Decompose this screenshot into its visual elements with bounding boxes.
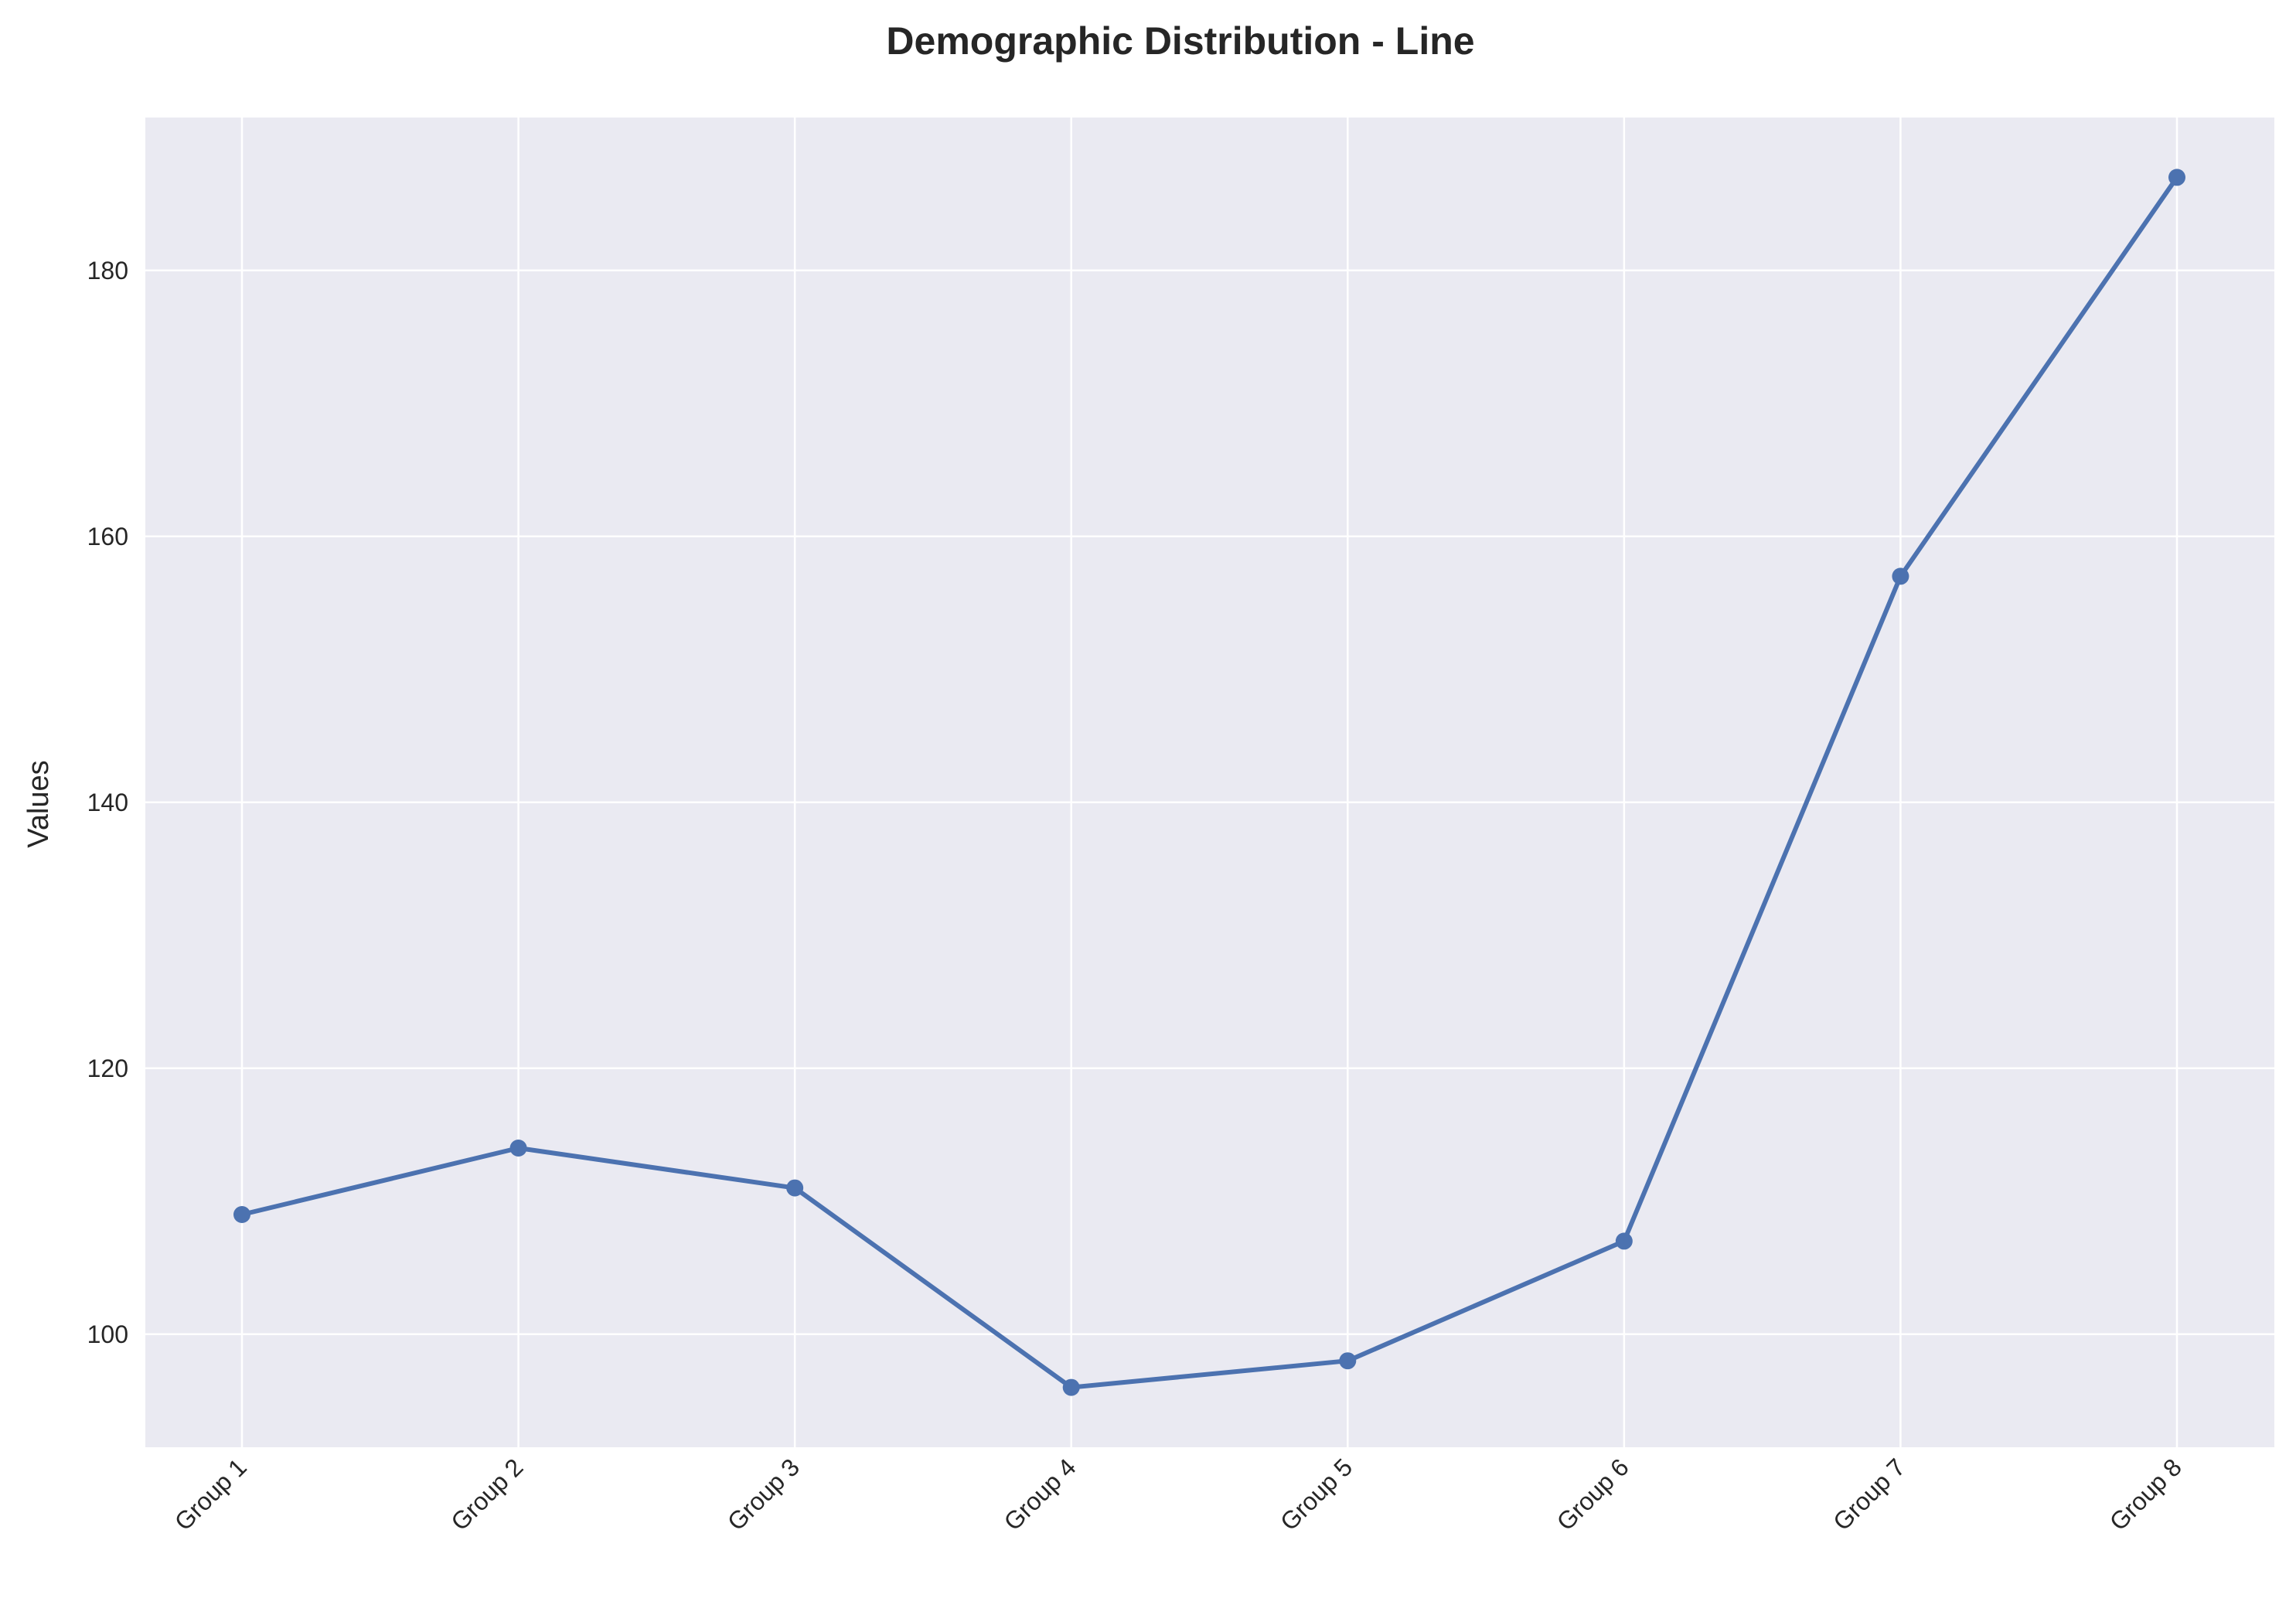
data-point — [509, 1140, 527, 1157]
x-tick-label: Group 5 — [1275, 1453, 1358, 1535]
y-tick-label: 180 — [87, 257, 128, 285]
data-point — [233, 1206, 250, 1223]
y-tick-label: 160 — [87, 523, 128, 550]
y-tick-label: 140 — [87, 789, 128, 816]
chart-title: Demographic Distribution - Line — [886, 19, 1474, 63]
x-tick-label: Group 8 — [2104, 1453, 2187, 1535]
series-line — [240, 175, 2179, 1390]
x-tick-label: Group 2 — [445, 1453, 528, 1535]
x-axis-ticks: Group 1 Group 2 Group 3 Group 4 Group 5 Group… — [169, 1453, 2187, 1535]
x-tick-label: Group 1 — [169, 1453, 252, 1535]
data-point — [2168, 169, 2185, 186]
data-point — [1615, 1232, 1633, 1250]
x-tick-label: Group 3 — [722, 1453, 805, 1535]
y-tick-label: 120 — [87, 1055, 128, 1082]
y-axis-label: Values — [22, 760, 55, 847]
data-point — [1339, 1352, 1357, 1370]
x-tick-label: Group 4 — [998, 1453, 1081, 1535]
x-tick-label: Group 6 — [1552, 1453, 1634, 1535]
data-point — [1062, 1378, 1080, 1396]
y-tick-label: 100 — [87, 1320, 128, 1348]
plot-area — [145, 118, 2274, 1447]
y-axis-ticks: 100 120 140 160 180 — [87, 257, 128, 1348]
data-point — [1892, 567, 1909, 585]
grid-lines — [145, 118, 2274, 1447]
x-tick-label: Group 7 — [1828, 1453, 1910, 1535]
data-point — [786, 1179, 804, 1197]
series-layer — [233, 169, 2185, 1396]
